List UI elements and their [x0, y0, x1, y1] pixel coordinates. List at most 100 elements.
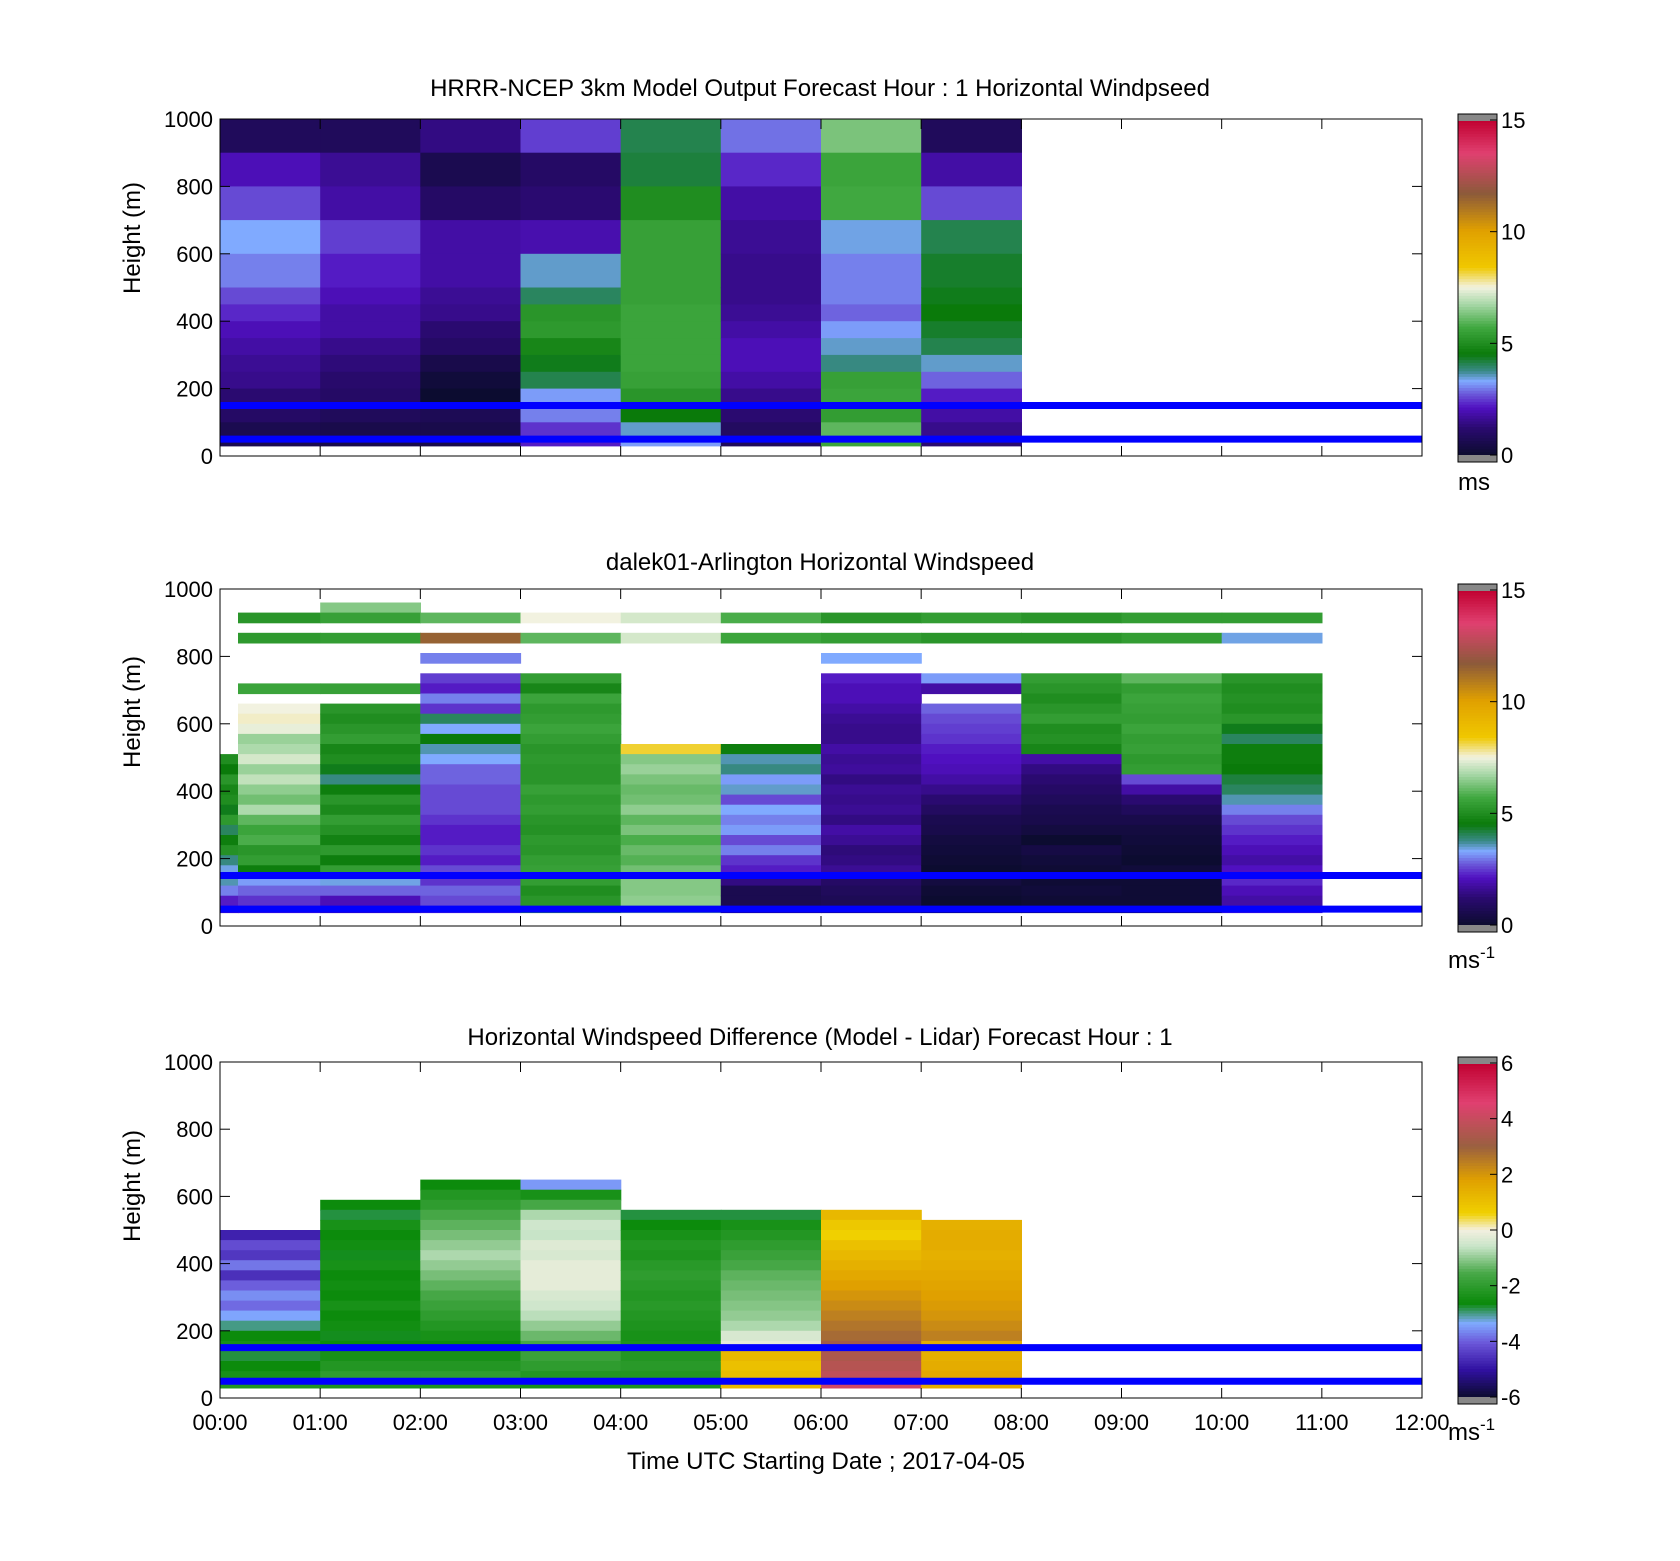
colorbar-swatch — [1458, 1327, 1497, 1331]
colorbar-swatch — [1458, 189, 1497, 194]
heatmap-cell — [921, 835, 1022, 846]
heatmap-cell — [420, 354, 522, 373]
heatmap-cell — [520, 371, 622, 390]
heatmap-cell — [1121, 673, 1223, 684]
heatmap-cell — [238, 845, 321, 856]
heatmap-cell — [420, 865, 522, 876]
colorbar-swatch — [1458, 732, 1497, 736]
heatmap-cell — [921, 865, 1022, 876]
heatmap-cell — [238, 612, 321, 624]
colorbar-swatch — [1458, 911, 1497, 915]
heatmap-cell — [1021, 855, 1123, 866]
colorbar-tick-label: 6 — [1501, 1051, 1513, 1076]
heatmap-cell — [220, 405, 321, 423]
heatmap-cell — [620, 774, 722, 786]
heatmap-cell — [520, 824, 622, 836]
colorbar-swatch — [1458, 1099, 1497, 1103]
heatmap-cell — [1121, 764, 1223, 775]
heatmap-cell — [720, 824, 822, 836]
heatmap-cell — [238, 744, 321, 755]
heatmap-cell — [238, 885, 321, 897]
heatmap-cell — [620, 1300, 722, 1312]
heatmap-cell — [320, 220, 421, 255]
heatmap-cell — [720, 253, 822, 289]
heatmap-cell — [1021, 875, 1123, 887]
heatmap-cell — [821, 845, 922, 856]
heatmap-cell — [921, 1260, 1022, 1271]
heatmap-cell — [520, 1280, 622, 1292]
heatmap-cell — [1221, 673, 1323, 684]
heatmap-cell — [1221, 723, 1323, 735]
axes: 0 200 400 600 800 1000 — [164, 107, 1423, 469]
colorbar-swatch — [1458, 1366, 1497, 1370]
heatmap-cell — [921, 1371, 1022, 1382]
colorbar-swatch — [1458, 1394, 1497, 1398]
colorbar-swatch — [1458, 262, 1497, 266]
colorbar-swatch — [1458, 645, 1497, 650]
heatmap-cell — [620, 794, 722, 806]
heatmap-cell — [720, 439, 822, 447]
heatmap-cell — [220, 152, 321, 187]
y-tick-label: 800 — [176, 644, 213, 669]
colorbar-swatch — [1458, 869, 1497, 873]
colorbar-swatch — [1458, 598, 1497, 602]
colorbar-swatch — [1458, 634, 1497, 639]
colorbar-swatch — [1458, 270, 1497, 275]
heatmap-cell — [821, 632, 922, 644]
heatmap-cell — [620, 287, 722, 305]
heatmap-cell — [720, 1300, 822, 1312]
heatmap-cell — [520, 1250, 622, 1261]
heatmap-cell — [620, 304, 722, 322]
colorbar-swatch — [1458, 1085, 1497, 1089]
heatmap-cell — [420, 253, 522, 289]
colorbar-swatch — [1458, 156, 1497, 160]
colorbar-swatch — [1458, 1263, 1497, 1267]
x-tick-label: 12:00 — [1394, 1410, 1449, 1435]
colorbar-swatch — [1458, 617, 1497, 622]
heatmap-cell — [821, 744, 922, 755]
heatmap-cell — [320, 439, 421, 447]
heatmap-cell — [420, 1240, 522, 1251]
colorbar-swatch — [1458, 1341, 1497, 1345]
heatmap-cell — [821, 784, 922, 796]
colorbar-swatch — [1458, 768, 1497, 773]
heatmap-cell — [821, 754, 922, 765]
colorbar-swatch — [1458, 818, 1497, 823]
colorbar-swatch — [1458, 228, 1497, 233]
heatmap-cell — [821, 304, 922, 322]
colorbar-swatch — [1458, 136, 1497, 141]
heatmap-cell — [620, 119, 722, 154]
colorbar-swatch — [1458, 145, 1497, 149]
colorbar-swatch — [1458, 746, 1497, 750]
colorbar-swatch — [1458, 855, 1497, 859]
colorbar-tick-label: 5 — [1501, 801, 1513, 826]
heatmap-cell — [420, 885, 522, 897]
colorbar-swatch — [1458, 693, 1497, 697]
heatmap-cell — [821, 152, 922, 187]
colorbar-swatch — [1458, 153, 1497, 157]
colorbar-swatch — [1458, 1135, 1497, 1139]
heatmap-cell — [1021, 632, 1123, 644]
heatmap-cell — [720, 1351, 822, 1362]
colorbar-swatch — [1458, 1138, 1497, 1142]
heatmap-cell — [520, 1330, 622, 1342]
heatmap-cell — [320, 784, 421, 796]
heatmap-cell — [520, 1230, 622, 1241]
colorbar-swatch — [1458, 763, 1497, 767]
heatmap-cells — [220, 1179, 1022, 1389]
colorbar-swatch — [1458, 793, 1497, 798]
heatmap-cell — [420, 1300, 522, 1312]
colorbar-cap — [1458, 455, 1497, 462]
colorbar-swatch — [1458, 295, 1497, 300]
colorbar-swatch — [1458, 592, 1497, 597]
heatmap-cell — [320, 1199, 421, 1211]
heatmap-cell — [620, 1290, 722, 1302]
heatmap-cell — [921, 1351, 1022, 1362]
heatmap-cell — [220, 439, 321, 447]
heatmap-cell — [320, 845, 421, 856]
heatmap-cell — [320, 744, 421, 755]
heatmap-cell — [420, 405, 522, 423]
colorbar-swatch — [1458, 276, 1497, 280]
heatmap-cell — [1221, 754, 1323, 765]
heatmap-cell — [821, 1270, 922, 1281]
